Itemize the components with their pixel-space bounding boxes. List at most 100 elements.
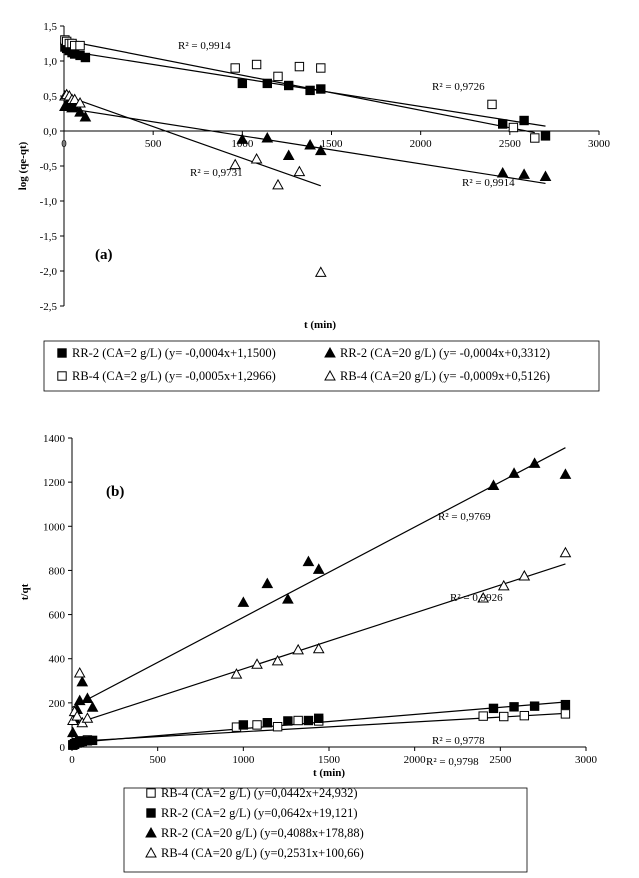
panel-a-legend-box bbox=[43, 340, 600, 392]
panel-b-series-2-point bbox=[487, 479, 500, 490]
panel-a-series-3-point bbox=[272, 178, 284, 190]
panel-b-legend-marker-3 bbox=[145, 846, 157, 858]
panel-a-x-tick-label: 3000 bbox=[588, 138, 611, 150]
panel-a-r2-label-3: R² = 0,9731 bbox=[190, 167, 243, 179]
panel-a-y-tick-label: -1,0 bbox=[40, 196, 58, 208]
panel-b-series-2-point bbox=[302, 555, 315, 567]
panel-b-r2-label-1: R² = 0,9778 bbox=[432, 735, 485, 747]
panel-b-y-tick-label: 0 bbox=[60, 742, 66, 754]
panel-a-series-3-point bbox=[314, 266, 327, 277]
panel-b-series-2-point bbox=[508, 467, 520, 478]
panel-a-x-tick-label: 0 bbox=[61, 138, 67, 150]
panel-b-series-3-point bbox=[559, 546, 572, 558]
panel-b-series-3-point bbox=[81, 712, 94, 723]
panel-a-series-1-point bbox=[496, 166, 509, 178]
panel-b-series-1-point bbox=[560, 699, 571, 710]
panel-a-legend-marker-2 bbox=[57, 371, 67, 381]
panel-b-r2-label-0: R² = 0,9798 bbox=[426, 756, 479, 768]
panel-a-x-axis-title: t (min) bbox=[304, 319, 336, 331]
panel-a-series-2-point bbox=[294, 61, 305, 72]
panel-b-series-3-point bbox=[477, 591, 490, 603]
panel-b-series-2-point bbox=[261, 577, 274, 589]
panel-b-legend-marker-2 bbox=[145, 826, 157, 838]
panel-b-series-2-point bbox=[312, 563, 325, 574]
panel-b-x-tick-label: 500 bbox=[149, 754, 166, 766]
panel-b-series-1-point bbox=[488, 703, 499, 714]
panel-b-series-0-point bbox=[272, 721, 283, 732]
panel-a-y-tick-label: -2,5 bbox=[40, 301, 58, 313]
panel-b-x-tick-label: 2000 bbox=[404, 754, 427, 766]
panel-a-series-1-point bbox=[314, 144, 327, 156]
panel-a-y-tick-label: 1,0 bbox=[43, 56, 57, 68]
panel-a-legend-marker-3 bbox=[324, 369, 336, 381]
panel-a-legend: RR-2 (CA=2 g/L) (y= -0,0004x+1,1500) RR-2… bbox=[43, 340, 600, 392]
panel-a-series-0-point bbox=[80, 52, 91, 63]
panel-a-x-tick-label: 1000 bbox=[231, 138, 254, 150]
panel-a-series-0-point bbox=[498, 119, 508, 129]
panel-a-series-1-point bbox=[539, 170, 552, 181]
panel-a-series-1-point bbox=[261, 131, 274, 143]
panel-b-series-3-point bbox=[518, 569, 531, 581]
panel-b-series-0-point bbox=[478, 711, 488, 721]
panel-a-series-3-point bbox=[68, 93, 81, 104]
panel-a-y-tick-label: 1,5 bbox=[43, 21, 57, 33]
panel-b-series-3-point bbox=[73, 667, 86, 678]
panel-a-legend-label-1: RR-2 (CA=20 g/L) (y= -0,0004x+0,3312) bbox=[340, 346, 550, 360]
panel-b-legend-label-3: RB-4 (CA=20 g/L) (y=0,2531x+100,66) bbox=[161, 846, 364, 860]
panel-b: 0 500 1000 1500 2000 2500 30001400120010008006… bbox=[19, 433, 598, 779]
panel-b-x-tick-label: 1000 bbox=[232, 754, 255, 766]
panel-a-legend-marker-1 bbox=[324, 346, 336, 358]
panel-a-series-1-point bbox=[304, 138, 316, 150]
panel-a-y-tick-label: -2,0 bbox=[40, 266, 58, 278]
panel-a-r2-label-1: R² = 0,9914 bbox=[462, 177, 515, 189]
panel-b-r2-label-2: R² = 0,9769 bbox=[438, 511, 491, 523]
panel-b-series-2-point bbox=[76, 675, 89, 687]
panel-a-r2-labels: R² = 0,9914 R² = 0,9914 R² = 0,9726 R² = 0,… bbox=[178, 40, 515, 189]
panel-b-legend-label-1: RR-2 (CA=2 g/L) (y=0,0642x+19,121) bbox=[161, 806, 357, 820]
panel-b-y-tick-label: 1000 bbox=[43, 521, 66, 533]
panel-a-x-tick-label: 2000 bbox=[410, 138, 433, 150]
panel-b-y-tick-label: 600 bbox=[49, 610, 66, 622]
panel-b-series-1-point bbox=[303, 715, 314, 726]
panel-b-legend-box bbox=[123, 787, 528, 873]
panel-a-data-points bbox=[59, 35, 552, 277]
panel-b-y-tick-label: 400 bbox=[49, 654, 66, 666]
panel-b-series-2-point bbox=[67, 726, 79, 738]
panel-b-series-3-point bbox=[71, 710, 83, 721]
panel-a-series-1-point bbox=[282, 149, 295, 160]
panel-b-series-0-point bbox=[252, 720, 262, 730]
panel-b-x-tick-label: 1500 bbox=[318, 754, 341, 766]
panel-b-series-0-point bbox=[499, 711, 509, 722]
panel-b-series-1-point bbox=[283, 716, 293, 726]
panel-b-x-tick-label: 2500 bbox=[489, 754, 512, 766]
panel-a-series-1-point bbox=[236, 133, 249, 144]
panel-b-y-tick-label: 1200 bbox=[43, 477, 66, 489]
panel-b-legend-marker-0 bbox=[146, 788, 156, 798]
panel-a-y-tick-label: -1,5 bbox=[40, 231, 58, 243]
panel-a-fit-line-0 bbox=[63, 49, 546, 127]
panel-b-series-2-point bbox=[528, 457, 541, 468]
panel-a-x-tick-label: 500 bbox=[145, 138, 162, 150]
panel-b-series-3-point bbox=[230, 668, 243, 679]
panel-a-fit-lines bbox=[63, 39, 546, 187]
panel-b-series-1-point bbox=[87, 735, 98, 746]
panel-b-series-2-point bbox=[282, 593, 294, 604]
panel-b-x-axis-title: t (min) bbox=[313, 767, 345, 779]
panel-b-legend: RB-4 (CA=2 g/L) (y=0,0442x+24,932) RR-2 (… bbox=[123, 786, 528, 873]
panel-a-series-1-point bbox=[74, 106, 86, 117]
panel-b-series-3-point bbox=[251, 658, 263, 669]
panel-b-ticks: 0 500 1000 1500 2000 2500 30001400120010008006… bbox=[43, 433, 598, 766]
panel-a-fit-line-2 bbox=[63, 39, 535, 134]
panel-a-series-0-point bbox=[237, 78, 248, 89]
panel-a-legend-marker-0 bbox=[57, 348, 67, 358]
panel-a-series-2-point bbox=[487, 99, 497, 110]
panel-a-y-tick-label: 0,5 bbox=[43, 91, 57, 103]
panel-a-x-tick-label: 2500 bbox=[499, 138, 522, 150]
panel-a-series-2-point bbox=[230, 63, 240, 73]
panel-b-y-axis-title: t/qt bbox=[19, 583, 31, 600]
panel-a-series-2-point bbox=[316, 63, 326, 73]
panel-b-r2-label-3: R² = 0,9926 bbox=[450, 592, 503, 604]
panel-b-y-tick-label: 800 bbox=[49, 565, 66, 577]
panel-b-series-3-point bbox=[497, 579, 510, 591]
